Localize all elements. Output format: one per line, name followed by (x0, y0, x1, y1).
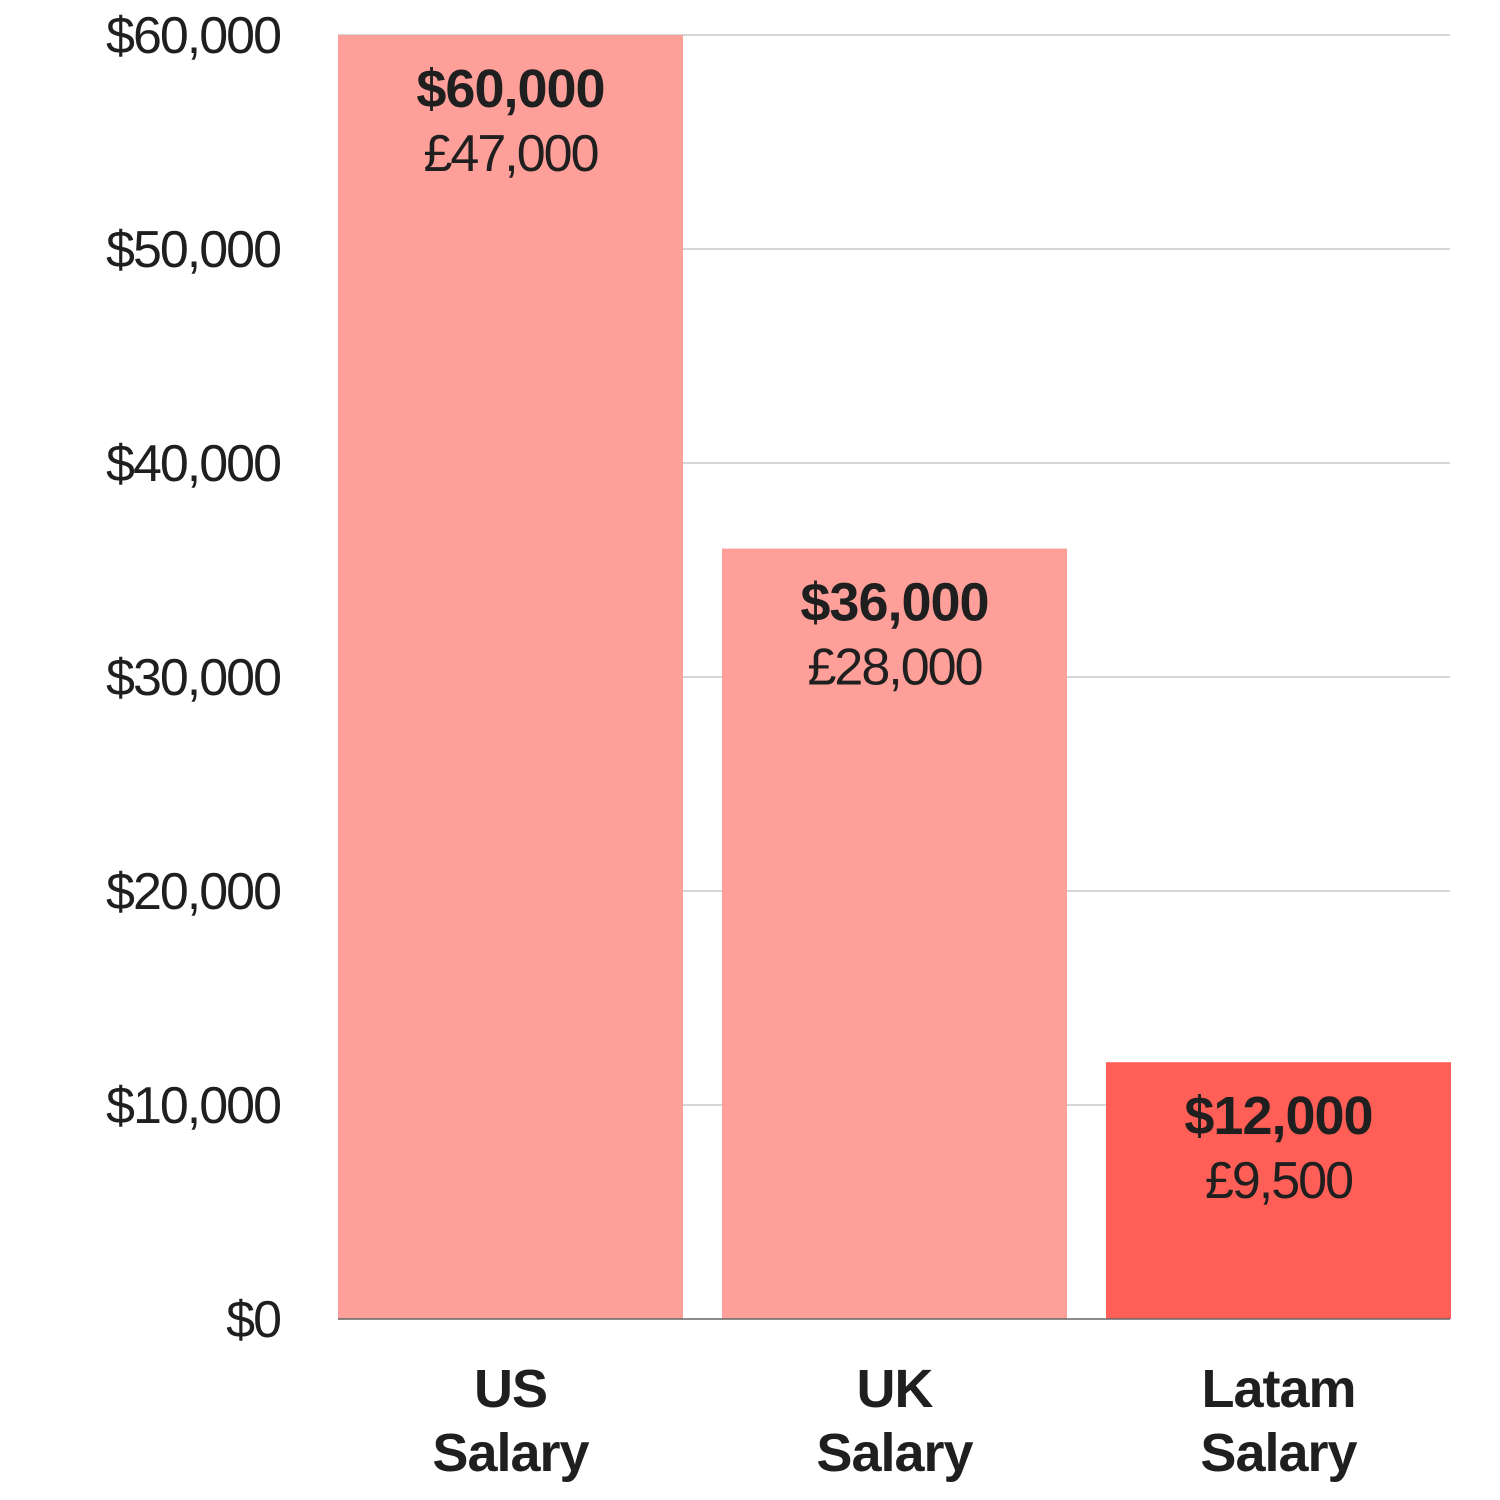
y-axis: $0 $10,000 $20,000 $30,000 $40,000 $50,000 $60… (106, 7, 1450, 1349)
bar-2 (1106, 1062, 1451, 1319)
bar-secondary-label-0: £47,000 (424, 125, 598, 183)
y-tick-label-3: $30,000 (106, 649, 280, 707)
category-label-1-line1: UK (857, 1359, 934, 1419)
bar-secondary-label-1: £28,000 (808, 639, 982, 697)
category-label-0-line2: Salary (432, 1423, 589, 1483)
bar-value-label-2: $12,000 (1184, 1086, 1372, 1146)
category-label-0-line1: US (474, 1359, 547, 1419)
bar-secondary-label-2: £9,500 (1205, 1152, 1352, 1210)
category-label-2-line1: Latam (1201, 1359, 1355, 1419)
bar-1 (722, 548, 1067, 1319)
y-tick-label-1: $10,000 (106, 1077, 280, 1135)
y-tick-label-5: $50,000 (106, 221, 280, 279)
bar-0 (338, 35, 683, 1319)
bar-value-label-1: $36,000 (800, 573, 988, 633)
bar-value-labels: $60,000 £47,000 $36,000 £28,000 $12,000 £9,50… (416, 59, 1373, 1210)
y-tick-label-0: $0 (226, 1291, 280, 1349)
y-tick-label-6: $60,000 (106, 7, 280, 65)
bar-value-label-0: $60,000 (416, 59, 604, 119)
y-tick-label-2: $20,000 (106, 863, 280, 921)
category-label-1-line2: Salary (816, 1423, 973, 1483)
category-label-2-line2: Salary (1200, 1423, 1357, 1483)
bars (338, 35, 1451, 1319)
y-tick-label-4: $40,000 (106, 435, 280, 493)
